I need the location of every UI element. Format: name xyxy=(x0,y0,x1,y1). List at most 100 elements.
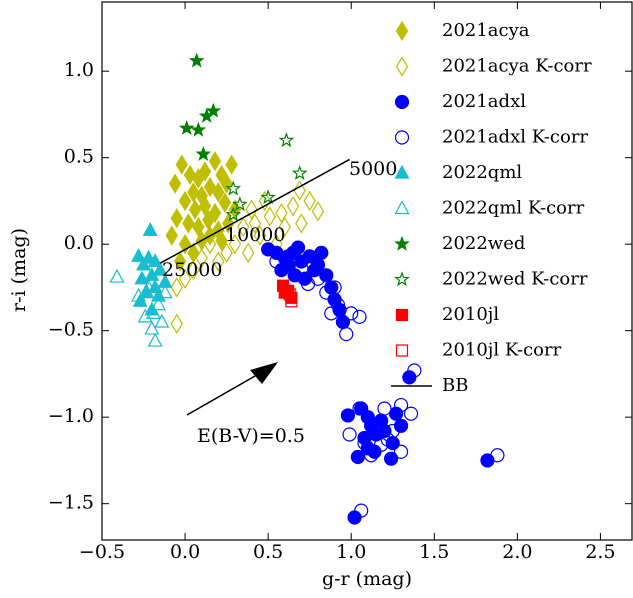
point xyxy=(145,305,162,319)
point xyxy=(170,208,183,229)
point xyxy=(480,453,495,468)
point xyxy=(131,287,147,302)
point xyxy=(225,154,238,175)
point xyxy=(314,245,329,260)
point xyxy=(253,225,267,246)
point xyxy=(232,196,248,212)
point xyxy=(144,267,160,281)
legend-label: 2010jl K-corr xyxy=(442,340,562,361)
point xyxy=(173,251,187,272)
legend-marker xyxy=(394,164,410,179)
point xyxy=(212,182,225,203)
point xyxy=(303,190,316,212)
legend-label: 2022wed K-corr xyxy=(442,269,588,290)
legend-marker xyxy=(395,308,409,322)
legend-label: 2022qml K-corr xyxy=(442,198,585,219)
point xyxy=(218,192,232,213)
bb-line xyxy=(159,158,350,264)
point xyxy=(228,234,242,255)
point xyxy=(285,295,298,308)
point xyxy=(178,120,195,135)
annotation: 10000 xyxy=(225,224,285,246)
point xyxy=(380,432,395,447)
point xyxy=(150,296,166,311)
legend-label: 2010jl xyxy=(442,304,499,325)
legend-marker xyxy=(395,20,409,42)
point xyxy=(178,190,192,212)
point xyxy=(215,230,228,251)
y-tick-label: 0.0 xyxy=(64,232,94,254)
point xyxy=(168,173,182,194)
point xyxy=(340,408,355,423)
point xyxy=(490,448,505,463)
point xyxy=(290,240,306,255)
legend-label: BB xyxy=(442,375,468,396)
point xyxy=(319,268,334,283)
point xyxy=(237,216,250,238)
legend-marker xyxy=(394,235,410,251)
point xyxy=(198,161,212,182)
legend-marker xyxy=(395,56,409,77)
point xyxy=(357,436,372,451)
point xyxy=(190,121,207,137)
point xyxy=(220,242,233,263)
point xyxy=(142,222,158,236)
legend-label: 2022wed xyxy=(442,233,525,254)
point xyxy=(335,314,351,330)
point xyxy=(198,195,212,217)
point xyxy=(131,248,147,262)
point xyxy=(248,213,262,234)
point xyxy=(263,206,277,227)
point xyxy=(342,427,357,442)
point xyxy=(295,213,308,234)
legend-label: 2021adxl K-corr xyxy=(442,127,588,148)
point xyxy=(154,313,170,328)
point xyxy=(141,279,157,294)
point xyxy=(274,263,289,278)
point xyxy=(165,225,178,246)
point xyxy=(178,268,192,289)
x-tick-label: 1.0 xyxy=(336,541,366,563)
point xyxy=(147,253,163,268)
point xyxy=(132,293,148,307)
point xyxy=(352,401,367,416)
y-tick-label: 0.5 xyxy=(64,146,94,168)
point xyxy=(286,195,300,217)
point xyxy=(319,285,334,300)
point xyxy=(280,249,296,264)
legend-label: 2021adxl xyxy=(442,91,526,112)
x-tick-label: 2.5 xyxy=(585,541,615,563)
legend-label: 2021acya xyxy=(442,20,530,41)
point xyxy=(212,251,225,272)
point xyxy=(195,247,208,269)
point xyxy=(364,448,379,463)
point xyxy=(339,327,354,342)
point xyxy=(187,259,200,281)
y-tick-label: −1.0 xyxy=(48,405,94,427)
point xyxy=(188,52,205,68)
point xyxy=(352,309,367,324)
point xyxy=(275,202,288,224)
legend-label: 2022qml xyxy=(442,162,522,183)
x-tick-label: 2.0 xyxy=(502,541,532,563)
point xyxy=(192,216,205,238)
point xyxy=(283,288,296,301)
point xyxy=(291,165,308,180)
legend-marker xyxy=(395,344,409,357)
x-tick-label: 1.5 xyxy=(419,541,449,563)
point xyxy=(377,401,392,416)
point xyxy=(139,284,155,299)
point xyxy=(324,280,339,295)
legend-marker xyxy=(394,94,410,110)
point xyxy=(147,332,163,347)
point xyxy=(245,199,258,220)
point xyxy=(157,284,173,299)
point xyxy=(205,102,222,118)
point xyxy=(136,256,152,271)
point xyxy=(157,273,173,288)
legend-marker xyxy=(394,271,410,287)
point xyxy=(152,261,168,276)
point xyxy=(269,254,284,269)
point xyxy=(203,234,217,255)
